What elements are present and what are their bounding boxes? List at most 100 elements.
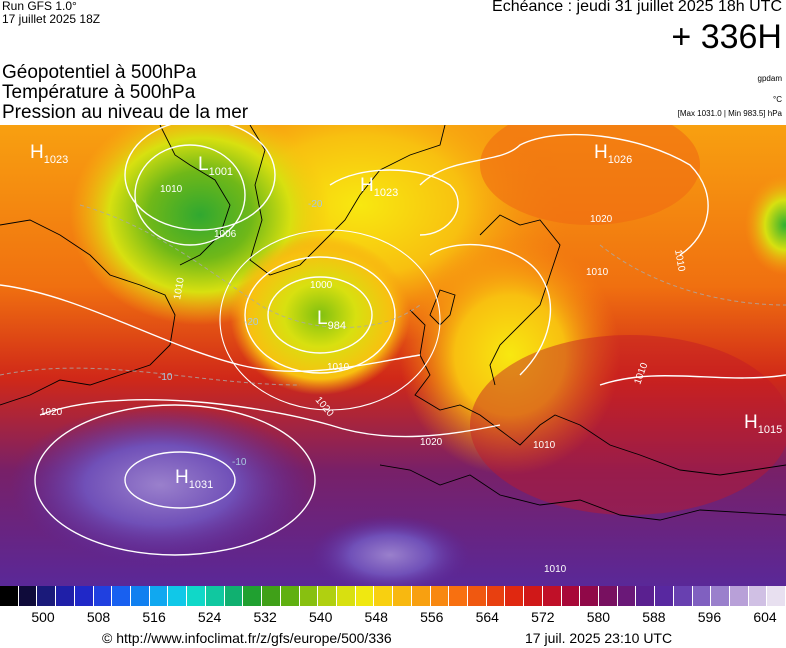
scale-swatch bbox=[168, 586, 188, 606]
valid-time: Echéance : jeudi 31 juillet 2025 18h UTC bbox=[492, 0, 782, 15]
north-america-coast bbox=[0, 219, 176, 406]
hudson-coast bbox=[159, 125, 231, 266]
scandinavia-coast bbox=[479, 214, 561, 386]
scale-swatch bbox=[467, 586, 487, 606]
isobar-label: 1010 bbox=[327, 362, 350, 373]
scale-tick-label: 532 bbox=[253, 609, 277, 625]
scale-tick-label: 572 bbox=[531, 609, 555, 625]
scale-swatch bbox=[374, 586, 394, 606]
scale-swatch bbox=[131, 586, 150, 606]
isobar-label: 1006 bbox=[214, 229, 237, 240]
scale-tick-label: 548 bbox=[364, 609, 388, 625]
scale-swatch bbox=[561, 586, 581, 606]
scale-swatch bbox=[542, 586, 562, 606]
scale-swatch bbox=[524, 586, 543, 606]
isobar-label: 1020 bbox=[590, 214, 613, 225]
weather-map: H1023 L1001 H1023 H1026 L984 H1031 H1015… bbox=[0, 125, 786, 586]
isobar-label: 1010 bbox=[533, 440, 556, 451]
temperature-labels: -20 -20 -10 -10 bbox=[158, 199, 323, 468]
scale-tick-label: 516 bbox=[142, 609, 166, 625]
greenland-coast bbox=[249, 125, 446, 276]
high-1023-greenland-label: H1023 bbox=[360, 175, 398, 199]
scale-swatch bbox=[636, 586, 656, 606]
scale-swatch bbox=[243, 586, 263, 606]
scale-swatch bbox=[430, 586, 450, 606]
scale-tick-label: 580 bbox=[586, 609, 611, 625]
high-1023-west-label: H1023 bbox=[30, 142, 68, 166]
scale-swatch bbox=[711, 586, 731, 606]
scale-tick-label: 508 bbox=[86, 609, 111, 625]
param-pressure: Pression au niveau de la mer bbox=[2, 102, 249, 123]
scale-swatch bbox=[112, 586, 132, 606]
scale-tick-label: 596 bbox=[697, 609, 722, 625]
scale-swatch bbox=[37, 586, 57, 606]
scale-tick-label: 524 bbox=[197, 609, 222, 625]
scale-swatch bbox=[599, 586, 618, 606]
scale-swatch bbox=[505, 586, 525, 606]
scale-swatch bbox=[767, 586, 786, 606]
scale-swatch bbox=[393, 586, 412, 606]
scale-swatch bbox=[93, 586, 113, 606]
scale-tick-label: 500 bbox=[31, 609, 55, 625]
high-1031-azores-label: H1031 bbox=[175, 467, 213, 491]
run-date: 17 juillet 2025 18Z bbox=[2, 12, 101, 26]
scale-swatch bbox=[449, 586, 468, 606]
scale-tick-label: 540 bbox=[309, 609, 333, 625]
run-label: Run GFS 1.0° bbox=[2, 0, 77, 13]
low-984-atlantic-label: L984 bbox=[317, 308, 346, 332]
scale-swatch bbox=[673, 586, 693, 606]
scale-swatch bbox=[655, 586, 674, 606]
iceland-coast bbox=[429, 289, 456, 326]
temp-label: -10 bbox=[232, 457, 247, 468]
scale-swatch bbox=[74, 586, 94, 606]
forecast-offset: + 336H bbox=[671, 18, 782, 56]
scale-tick-label: 604 bbox=[753, 609, 777, 625]
scale-swatch bbox=[280, 586, 300, 606]
isobar-label: 1000 bbox=[310, 280, 333, 291]
isobar-label: 1010 bbox=[172, 276, 187, 300]
scale-swatch bbox=[224, 586, 244, 606]
scale-swatch bbox=[205, 586, 225, 606]
isobar-label: 1010 bbox=[544, 564, 567, 575]
scale-swatch bbox=[18, 586, 38, 606]
temp-label: -10 bbox=[158, 372, 173, 383]
scale-swatch bbox=[318, 586, 337, 606]
scale-swatch bbox=[56, 586, 75, 606]
scale-swatch bbox=[692, 586, 712, 606]
param-geopotential: Géopotentiel à 500hPa bbox=[2, 62, 197, 83]
param-temperature: Température à 500hPa bbox=[2, 82, 196, 103]
scale-swatch bbox=[411, 586, 431, 606]
scale-swatch bbox=[336, 586, 356, 606]
unit-geopotential: gpdam bbox=[757, 74, 782, 83]
unit-pressure-range: [Max 1031.0 | Min 983.5] hPa bbox=[677, 109, 782, 118]
high-1026-arctic-label: H1026 bbox=[594, 142, 632, 166]
scale-tick-label: 588 bbox=[642, 609, 666, 625]
scale-swatch bbox=[730, 586, 749, 606]
scale-swatch bbox=[187, 586, 206, 606]
scale-swatch bbox=[617, 586, 637, 606]
generated-time: 17 juil. 2025 23:10 UTC bbox=[525, 630, 673, 646]
scale-swatch bbox=[299, 586, 319, 606]
scale-swatch bbox=[355, 586, 375, 606]
scale-tick-label: 556 bbox=[420, 609, 444, 625]
low-1001-labrador-label: L1001 bbox=[198, 154, 233, 178]
isobar-label: 1010 bbox=[672, 249, 687, 273]
scale-swatch bbox=[748, 586, 768, 606]
scale-swatch bbox=[262, 586, 281, 606]
temp-label: -20 bbox=[244, 317, 259, 328]
pressure-centers: H1023 L1001 H1023 H1026 L984 H1031 H1015 bbox=[30, 142, 782, 491]
scale-swatch bbox=[580, 586, 599, 606]
africa-coast bbox=[379, 464, 786, 521]
color-scale-bar bbox=[0, 586, 786, 606]
scale-swatch bbox=[486, 586, 506, 606]
scale-tick-label: 564 bbox=[475, 609, 499, 625]
temp-label: -20 bbox=[308, 199, 323, 210]
isobar-label: 1020 bbox=[420, 437, 443, 448]
source-url: © http://www.infoclimat.fr/z/gfs/europe/… bbox=[102, 630, 392, 646]
europe-coast bbox=[409, 309, 786, 476]
unit-temperature: °C bbox=[773, 95, 782, 104]
high-1015-east-label: H1015 bbox=[744, 412, 782, 436]
scale-swatch bbox=[0, 586, 19, 606]
isobar-label: 1010 bbox=[160, 184, 183, 195]
isobar-label: 1010 bbox=[586, 267, 609, 278]
